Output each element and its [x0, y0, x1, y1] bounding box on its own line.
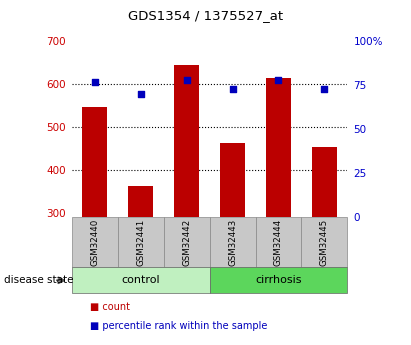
Text: GDS1354 / 1375527_at: GDS1354 / 1375527_at — [128, 9, 283, 22]
Bar — [220, 143, 245, 217]
Bar — [301, 217, 347, 267]
Point — [229, 86, 236, 92]
Point — [321, 86, 328, 92]
Text: cirrhosis: cirrhosis — [255, 275, 302, 285]
Point — [275, 77, 282, 83]
Text: control: control — [122, 275, 160, 285]
Bar — [128, 186, 153, 217]
Text: ■ count: ■ count — [90, 302, 130, 312]
Bar — [266, 78, 291, 217]
Bar — [174, 66, 199, 217]
Bar — [210, 217, 256, 267]
Text: GSM32441: GSM32441 — [136, 219, 145, 266]
Point — [92, 79, 98, 85]
Text: GSM32444: GSM32444 — [274, 219, 283, 266]
Bar — [256, 217, 301, 267]
Bar — [164, 217, 210, 267]
Bar — [118, 217, 164, 267]
Bar — [72, 267, 210, 293]
Bar — [210, 267, 347, 293]
Text: GSM32445: GSM32445 — [320, 219, 329, 266]
Bar — [82, 107, 108, 217]
Bar — [72, 217, 118, 267]
Bar — [312, 147, 337, 217]
Point — [183, 77, 190, 83]
Text: GSM32443: GSM32443 — [228, 219, 237, 266]
Text: GSM32442: GSM32442 — [182, 219, 191, 266]
Text: ■ percentile rank within the sample: ■ percentile rank within the sample — [90, 321, 268, 331]
Point — [137, 91, 144, 97]
Text: GSM32440: GSM32440 — [90, 219, 99, 266]
Text: disease state: disease state — [4, 275, 74, 285]
